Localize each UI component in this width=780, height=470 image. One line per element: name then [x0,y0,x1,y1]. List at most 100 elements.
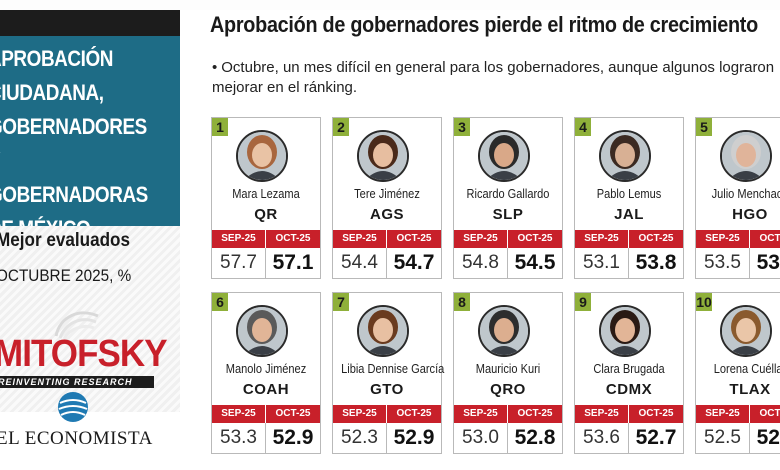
sep-value: 53.0 [454,423,508,453]
period-header: SEP-25 OCT-25 [333,405,441,423]
oct-label: OCT-25 [517,233,553,244]
rank-badge: 10 [696,293,712,311]
governor-state: GTO [370,381,404,398]
el-economista-logo: EL ECONOMISTA [0,428,153,449]
subheadline-text: Octubre, un mes difícil en general para … [212,59,775,96]
governor-state: AGS [369,206,404,223]
sep-value: 54.8 [454,248,508,278]
headline: Aprobación de gobernadores pierde el rit… [210,12,758,37]
bullet-icon: • [212,59,218,76]
governor-name: Tere Jiménez [354,186,420,201]
governor-photo [357,305,409,357]
period-header: SEP-25 OCT-25 [454,230,562,248]
governor-name: Julio Menchaca [711,186,780,201]
sep-label: SEP-25 [696,405,750,423]
governor-name: Mara Lezama [232,186,300,201]
period-header: SEP-25 OCT-25 [212,230,320,248]
governor-name: Libia Dennise García [341,361,445,376]
sep-value: 57.7 [212,248,266,278]
period-header: SEP-25 OCT-25 [696,405,780,423]
oct-label: OCT-25 [275,408,311,419]
left-panel-header-bar [0,10,180,36]
left-panel-title-box: APROBACIÓN CIUDADANA, GOBERNADORES Y GOB… [0,36,180,241]
oct-value: 54.5 [514,251,556,274]
oct-value: 52.9 [393,426,435,449]
approval-values: 53.5 53.4 [696,248,780,278]
period-header: SEP-25 OCT-25 [575,230,683,248]
governor-name: Mauricio Kuri [475,361,541,376]
governor-card: 6 Manolo Jiménez COAH SEP-25 OCT-25 53.3 52.9 [211,292,321,454]
governor-photo [599,305,651,357]
sep-value: 52.3 [333,423,387,453]
governor-state: TLAX [729,381,771,398]
oct-value: 52.8 [514,426,556,449]
portrait-icon [601,307,649,355]
period-header: SEP-25 OCT-25 [212,405,320,423]
sep-value: 54.4 [333,248,387,278]
sep-label: SEP-25 [212,405,266,423]
oct-label: OCT-25 [638,233,674,244]
rank-badge: 5 [696,118,712,136]
governor-card: 7 Libia Dennise García GTO SEP-25 OCT-25 52.3… [332,292,445,454]
governor-state: COAH [242,381,290,398]
period-header: SEP-25 OCT-25 [575,405,683,423]
sep-value: 53.3 [212,423,266,453]
oct-value: 54.7 [393,251,435,274]
portrait-icon [722,307,770,355]
governor-name: Clara Brugada [593,361,665,376]
governor-photo [236,130,288,182]
portrait-icon [359,307,407,355]
left-panel-title: APROBACIÓN CIUDADANA, GOBERNADORES Y GOB… [0,42,160,246]
approval-values: 53.0 52.8 [454,423,562,453]
mitofsky-logo: MITOFSKY [0,333,168,375]
governor-state: JAL [614,206,644,223]
period-header: SEP-25 OCT-25 [454,405,562,423]
sep-label: SEP-25 [333,230,387,248]
portrait-icon [480,132,528,180]
approval-values: 52.3 52.9 [333,423,441,453]
title-line: GOBERNADORAS [0,182,148,207]
governor-photo [478,305,530,357]
title-line: GOBERNADORES Y [0,114,147,173]
governor-photo [720,305,772,357]
sep-label: SEP-25 [212,230,266,248]
portrait-icon [359,132,407,180]
oct-label: OCT-25 [759,408,780,419]
sep-label: SEP-25 [696,230,750,248]
oct-value: 57.1 [272,251,314,274]
rank-badge: 7 [333,293,349,311]
governor-state: SLP [492,206,524,223]
sep-value: 53.5 [696,248,750,278]
left-panel-period: OCTUBRE 2025, % [0,266,132,285]
governor-photo [236,305,288,357]
oct-label: OCT-25 [275,233,311,244]
approval-values: 57.7 57.1 [212,248,320,278]
oct-label: OCT-25 [638,408,674,419]
governor-card: 1 Mara Lezama QR SEP-25 OCT-25 57.7 57.1 [211,117,321,279]
title-line: APROBACIÓN [0,46,113,71]
governor-card: 3 Ricardo Gallardo SLP SEP-25 OCT-25 54.8 54.5 [453,117,563,279]
portrait-icon [480,307,528,355]
oct-label: OCT-25 [396,233,432,244]
left-panel-subtitle: Mejor evaluados [0,230,131,251]
governor-state: QRO [490,381,526,398]
governor-name: Ricardo Gallardo [466,186,550,201]
rank-badge: 3 [454,118,470,136]
approval-values: 54.4 54.7 [333,248,441,278]
approval-values: 53.6 52.7 [575,423,683,453]
governor-card: 10 Lorena Cuéllar TLAX SEP-25 OCT-25 52.5 52.6 [695,292,780,454]
rank-badge: 1 [212,118,228,136]
oct-label: OCT-25 [396,408,432,419]
governor-name: Pablo Lemus [596,186,662,201]
oct-value: 53.8 [635,251,677,274]
governor-photo [599,130,651,182]
sep-value: 53.6 [575,423,629,453]
approval-values: 54.8 54.5 [454,248,562,278]
portrait-icon [238,307,286,355]
approval-values: 52.5 52.6 [696,423,780,453]
period-header: SEP-25 OCT-25 [333,230,441,248]
governor-name: Manolo Jiménez [225,361,307,376]
governor-card: 8 Mauricio Kuri QRO SEP-25 OCT-25 53.0 52.8 [453,292,563,454]
period-header: SEP-25 OCT-25 [696,230,780,248]
oct-value: 52.6 [756,426,780,449]
